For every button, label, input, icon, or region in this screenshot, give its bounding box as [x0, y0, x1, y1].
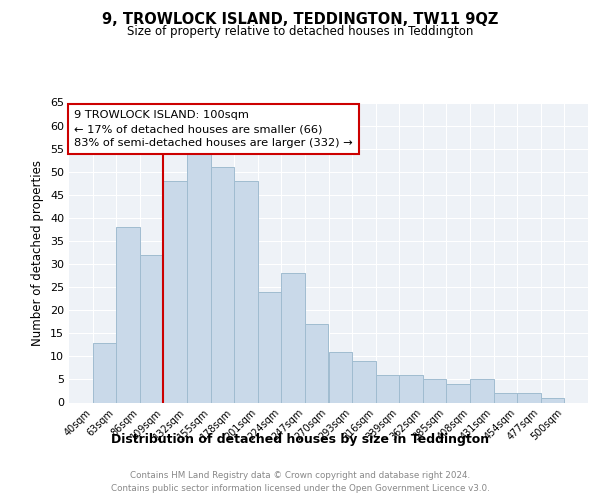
Bar	[187, 154, 211, 402]
Text: Contains public sector information licensed under the Open Government Licence v3: Contains public sector information licen…	[110, 484, 490, 493]
Bar	[281, 274, 305, 402]
Bar	[494, 394, 517, 402]
Bar	[329, 352, 352, 403]
Bar	[163, 181, 187, 402]
Bar	[376, 375, 399, 402]
Bar	[92, 342, 116, 402]
Y-axis label: Number of detached properties: Number of detached properties	[31, 160, 44, 346]
Bar	[423, 380, 446, 402]
Bar	[116, 227, 140, 402]
Bar	[352, 361, 376, 403]
Bar	[470, 380, 494, 402]
Text: Contains HM Land Registry data © Crown copyright and database right 2024.: Contains HM Land Registry data © Crown c…	[130, 471, 470, 480]
Bar	[399, 375, 423, 402]
Text: Distribution of detached houses by size in Teddington: Distribution of detached houses by size …	[111, 432, 489, 446]
Text: 9, TROWLOCK ISLAND, TEDDINGTON, TW11 9QZ: 9, TROWLOCK ISLAND, TEDDINGTON, TW11 9QZ	[102, 12, 498, 28]
Text: Size of property relative to detached houses in Teddington: Size of property relative to detached ho…	[127, 25, 473, 38]
Bar	[211, 167, 234, 402]
Bar	[234, 181, 258, 402]
Bar	[258, 292, 281, 403]
Text: 9 TROWLOCK ISLAND: 100sqm
← 17% of detached houses are smaller (66)
83% of semi-: 9 TROWLOCK ISLAND: 100sqm ← 17% of detac…	[74, 110, 353, 148]
Bar	[541, 398, 565, 402]
Bar	[446, 384, 470, 402]
Bar	[140, 255, 163, 402]
Bar	[517, 394, 541, 402]
Bar	[305, 324, 329, 402]
